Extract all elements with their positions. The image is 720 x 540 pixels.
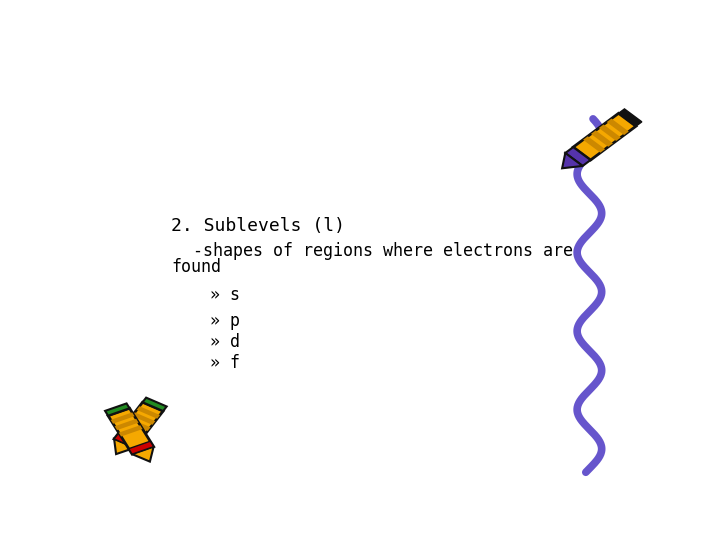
Polygon shape xyxy=(607,119,629,135)
Polygon shape xyxy=(114,434,139,448)
Text: found: found xyxy=(171,258,221,276)
Polygon shape xyxy=(108,408,153,454)
Text: » d: » d xyxy=(210,333,240,351)
Text: » p: » p xyxy=(210,312,240,330)
Polygon shape xyxy=(127,418,150,431)
Polygon shape xyxy=(132,447,153,462)
Text: -shapes of regions where electrons are: -shapes of regions where electrons are xyxy=(193,241,573,260)
Polygon shape xyxy=(583,136,605,153)
Polygon shape xyxy=(562,153,582,168)
Polygon shape xyxy=(618,109,642,126)
Polygon shape xyxy=(591,130,613,147)
Polygon shape xyxy=(573,113,636,160)
Polygon shape xyxy=(114,402,163,448)
Polygon shape xyxy=(143,397,166,411)
Polygon shape xyxy=(137,406,160,418)
Polygon shape xyxy=(105,403,130,416)
Polygon shape xyxy=(119,425,143,436)
Text: » s: » s xyxy=(210,286,240,304)
Polygon shape xyxy=(132,413,156,425)
Polygon shape xyxy=(565,147,590,166)
Polygon shape xyxy=(114,419,138,430)
Text: » f: » f xyxy=(210,354,240,372)
Polygon shape xyxy=(114,439,135,454)
Polygon shape xyxy=(129,441,153,454)
Text: 2. Sublevels (l): 2. Sublevels (l) xyxy=(171,217,345,234)
Polygon shape xyxy=(599,125,621,141)
Polygon shape xyxy=(111,413,135,424)
